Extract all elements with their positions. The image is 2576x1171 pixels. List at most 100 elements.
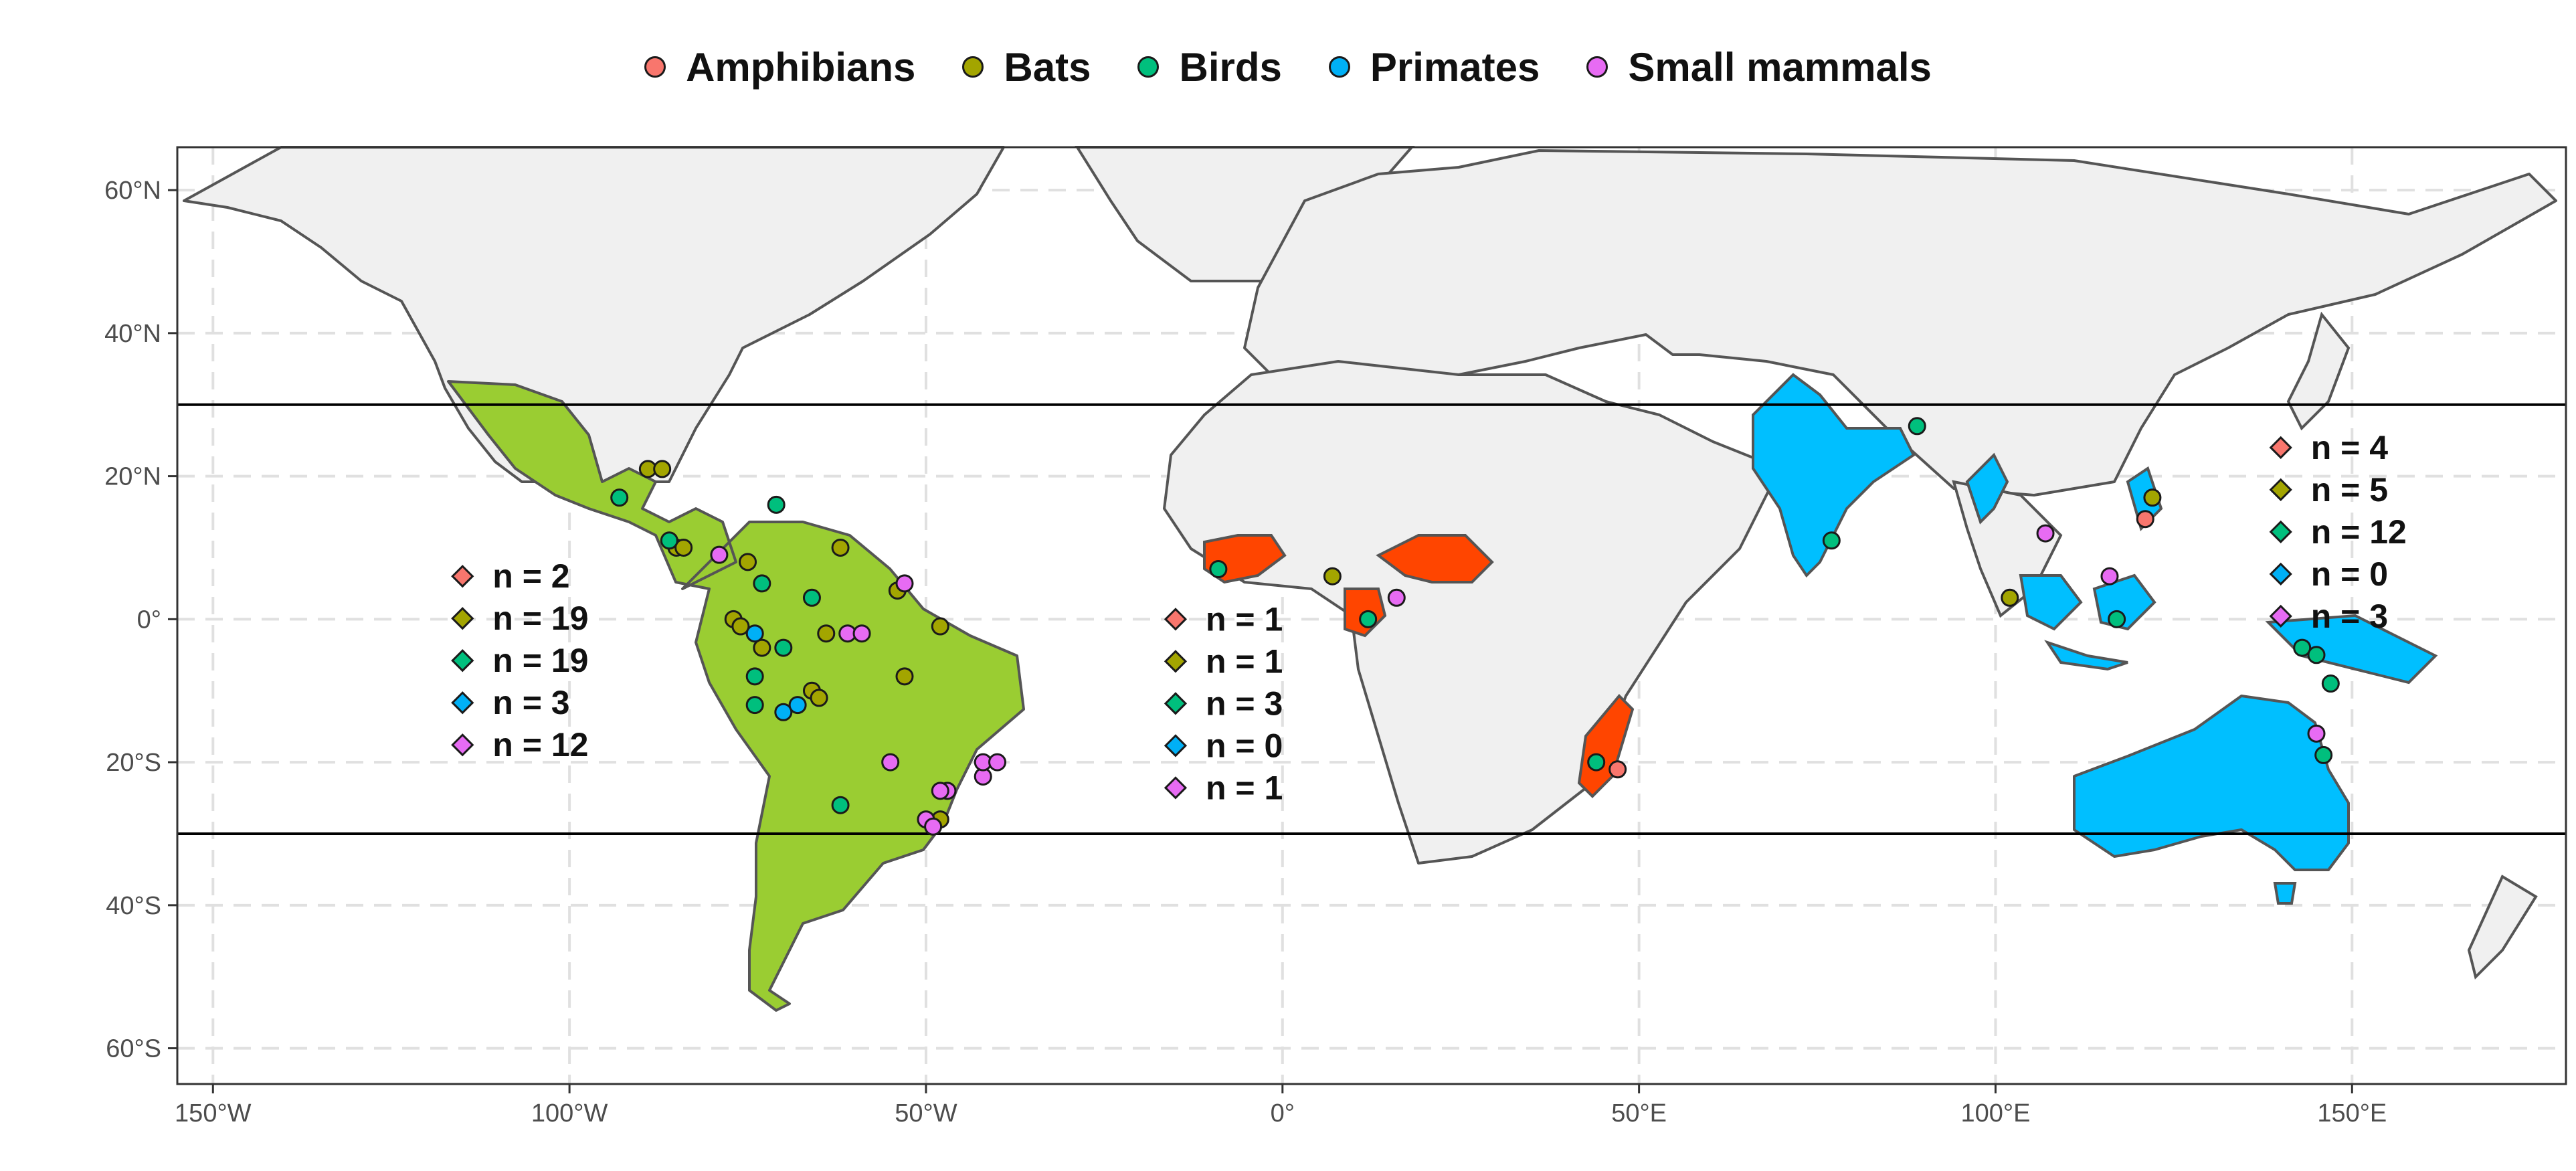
point-small-mammals <box>988 753 1007 772</box>
point-birds <box>767 495 786 514</box>
count-label-amphibians: n = 4 <box>2311 429 2389 466</box>
point-birds <box>745 696 764 715</box>
y-tick-label: 20°S <box>106 749 161 777</box>
point-bats <box>810 689 828 707</box>
x-tick-label: 50°E <box>1611 1099 1667 1128</box>
legend-item-bats[interactable]: Bats <box>962 44 1091 90</box>
small-mammals-circle-icon <box>1586 56 1608 78</box>
point-bats <box>1323 567 1342 586</box>
diamond-icon <box>2269 436 2292 459</box>
europe-asia-landmass <box>1243 149 2557 497</box>
point-bats <box>739 553 757 571</box>
point-small-mammals <box>1387 588 1406 607</box>
point-small-mammals <box>931 782 949 800</box>
point-birds <box>660 531 678 550</box>
point-birds <box>1587 753 1606 772</box>
diamond-icon <box>1164 776 1188 800</box>
x-tick-label: 100°W <box>531 1099 608 1128</box>
tropic-lines <box>177 403 2566 835</box>
point-amphibians <box>1608 760 1627 779</box>
point-birds <box>2108 610 2126 628</box>
point-bats <box>2143 488 2162 507</box>
primates-circle-icon <box>1328 56 1350 78</box>
point-birds <box>1209 560 1228 579</box>
point-amphibians <box>2136 510 2154 529</box>
point-birds <box>2293 638 2312 657</box>
point-birds <box>610 488 629 507</box>
point-birds <box>753 574 771 593</box>
diamond-icon <box>1164 734 1188 757</box>
point-birds <box>1908 417 1926 436</box>
point-small-mammals <box>852 624 871 643</box>
x-tick-label: 50°W <box>895 1099 957 1128</box>
axes: 150°W 100°W 50°W 0° 50°E 100°E 150°E 60°N 40°N 20… <box>104 177 2387 1128</box>
legend-label-birds: Birds <box>1179 44 1282 90</box>
diamond-icon <box>1164 650 1188 673</box>
legend-item-primates[interactable]: Primates <box>1328 44 1540 90</box>
count-label-birds: n = 19 <box>492 642 588 679</box>
legend-label-amphibians: Amphibians <box>686 44 916 90</box>
sampling-points <box>610 417 2340 836</box>
count-label-primates: n = 0 <box>2311 555 2388 593</box>
greenland-landmass <box>1075 146 1415 282</box>
point-bats <box>731 617 750 636</box>
diamond-icon <box>2269 562 2292 586</box>
point-bats <box>831 538 850 557</box>
diamond-icon <box>2269 478 2292 501</box>
diamond-icon <box>451 649 474 672</box>
point-birds <box>802 588 821 607</box>
diamond-icon <box>451 733 474 757</box>
y-tick-label: 60°S <box>106 1035 161 1063</box>
diamond-icon <box>451 607 474 630</box>
legend-label-primates: Primates <box>1370 44 1540 90</box>
diamond-icon <box>1164 692 1188 715</box>
diamond-icon <box>2269 520 2292 543</box>
point-small-mammals <box>2307 724 2326 743</box>
point-small-mammals <box>2100 567 2119 586</box>
americas-study-region <box>447 380 1025 1012</box>
y-tick-label: 0° <box>137 606 161 634</box>
central-africa-study-region <box>1344 534 1494 638</box>
x-tick-label: 150°W <box>175 1099 252 1128</box>
point-birds <box>745 667 764 686</box>
count-label-bats: n = 5 <box>2311 471 2388 509</box>
count-label-amphibians: n = 2 <box>492 557 569 595</box>
y-tick-label: 20°N <box>104 463 161 491</box>
legend-item-birds[interactable]: Birds <box>1137 44 1282 90</box>
count-label-small-mammals: n = 12 <box>492 726 588 763</box>
point-small-mammals <box>2036 524 2055 543</box>
point-bats <box>931 617 949 636</box>
point-primates <box>774 703 793 721</box>
diamond-icon <box>1164 608 1188 631</box>
madagascar-study-region <box>1577 694 1635 798</box>
point-small-mammals <box>924 817 943 836</box>
point-birds <box>831 796 850 814</box>
y-tick-label: 40°S <box>106 892 161 920</box>
point-bats <box>653 460 672 478</box>
tasmania-study-region <box>2273 882 2297 905</box>
panel-border <box>176 146 2567 1085</box>
y-tick-label: 40°N <box>104 320 161 348</box>
count-label-bats: n = 1 <box>1206 642 1283 680</box>
bats-circle-icon <box>962 56 984 78</box>
legend-item-amphibians[interactable]: Amphibians <box>644 44 915 90</box>
count-label-bats: n = 19 <box>492 600 588 637</box>
point-small-mammals <box>710 545 729 564</box>
legend-item-small-mammals[interactable]: Small mammals <box>1586 44 1932 90</box>
point-birds <box>774 638 793 657</box>
region-counts: n = 2 n = 19 n = 19 n = 3 n = 12 n = 1 n = 1 n … <box>451 429 2407 806</box>
point-bats <box>2001 588 2019 607</box>
legend-label-bats: Bats <box>1004 44 1091 90</box>
amphibians-circle-icon <box>644 56 666 78</box>
y-tick-label: 60°N <box>104 177 161 205</box>
count-label-primates: n = 3 <box>492 684 569 721</box>
point-bats <box>753 638 771 657</box>
point-primates <box>745 624 764 643</box>
x-tick-label: 100°E <box>1960 1099 2030 1128</box>
point-birds <box>1359 610 1378 628</box>
diamond-icon <box>451 565 474 588</box>
point-small-mammals <box>895 574 914 593</box>
point-primates <box>788 696 807 715</box>
point-birds <box>1822 531 1841 550</box>
